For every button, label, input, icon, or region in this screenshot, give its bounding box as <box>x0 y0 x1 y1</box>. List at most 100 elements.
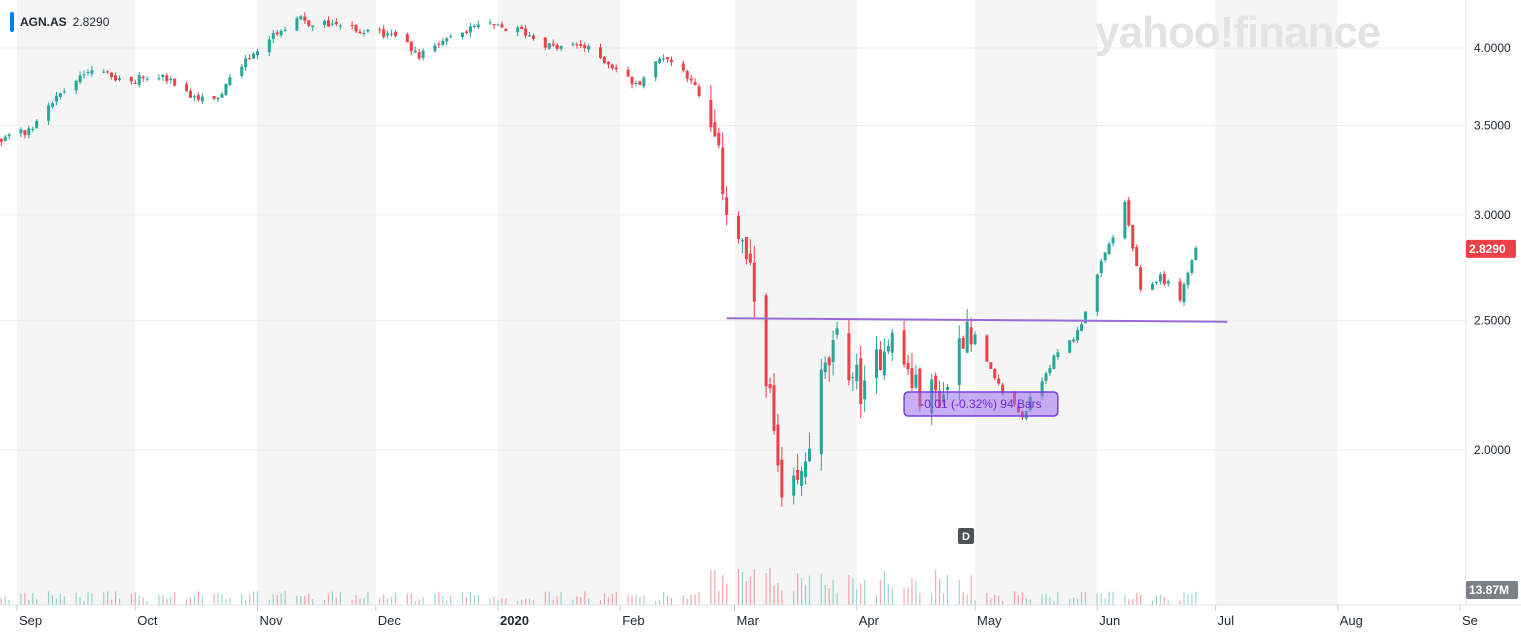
volume-bar <box>883 571 885 605</box>
volume-bar <box>51 595 54 605</box>
candle-body <box>626 69 630 77</box>
candle-body <box>1127 200 1131 226</box>
candle-body <box>157 78 161 80</box>
candle-body <box>1190 260 1194 273</box>
volume-bar <box>544 591 546 605</box>
volume-bar <box>974 600 976 605</box>
x-tick-label: Aug <box>1340 613 1363 628</box>
candle-body <box>606 61 610 65</box>
volume-bar <box>225 598 227 605</box>
d-marker-badge[interactable] <box>958 528 974 544</box>
candle-body <box>1162 273 1166 285</box>
candle-body <box>461 32 465 37</box>
x-axis: Sep Oct Nov Dec 2020 Feb Mar Apr May Jun Jul Aug Se <box>0 604 1521 628</box>
volume-bar <box>0 598 2 605</box>
volume-bar <box>793 591 795 605</box>
candle-body <box>528 35 532 37</box>
candle-body <box>31 128 35 130</box>
candle-body <box>638 81 642 86</box>
volume-bar <box>1183 592 1185 605</box>
candle-body <box>725 197 729 215</box>
volume-bar <box>185 600 188 605</box>
candle-body <box>279 30 283 36</box>
candle-body <box>3 136 7 142</box>
x-tick-label: Se <box>1462 613 1478 628</box>
volume-bar <box>860 583 862 605</box>
x-tick-label: 2020 <box>500 613 529 628</box>
candle-body <box>863 380 867 400</box>
volume-bar <box>390 596 393 605</box>
volume-bar <box>607 597 609 605</box>
candle-body <box>1001 384 1005 394</box>
volume-bar <box>1191 593 1193 605</box>
candle-body <box>1166 281 1170 284</box>
volume-bar <box>994 594 996 605</box>
price-tag-bg <box>1466 239 1516 258</box>
candle-body <box>583 44 587 49</box>
volume-bar <box>690 594 692 605</box>
trendline[interactable] <box>726 317 1228 323</box>
x-tick-label: Oct <box>137 613 158 628</box>
candle-body <box>902 330 906 365</box>
candle-body <box>161 74 165 78</box>
volume-bar <box>1163 596 1165 605</box>
candle-body <box>1083 311 1087 324</box>
volume-bar <box>946 574 949 605</box>
candle-body <box>82 74 86 76</box>
volume-bar <box>193 595 196 605</box>
volume-bar <box>572 599 574 605</box>
chart-legend[interactable]: AGN.AS 2.8290 <box>10 12 109 32</box>
volume-bar <box>682 595 684 605</box>
measure-box[interactable] <box>903 391 1059 417</box>
measure-tool[interactable]: -0.01 (-0.32%) 94 Bars <box>903 391 1059 417</box>
candle-body <box>516 27 520 33</box>
candle-body <box>421 50 425 58</box>
candle-body <box>141 76 145 79</box>
volume-bar <box>781 590 783 605</box>
volume-bar <box>339 591 341 605</box>
volume-bar <box>836 592 838 605</box>
volume-bar <box>170 597 172 605</box>
volume-bar <box>442 595 444 605</box>
volume-bar <box>848 574 850 605</box>
candle-body <box>330 23 334 25</box>
candle-body <box>196 95 200 100</box>
candle-body <box>220 93 224 98</box>
candle-body <box>531 35 535 39</box>
candle-body <box>752 262 756 302</box>
candle-body <box>555 45 559 49</box>
volume-bar <box>1017 595 1020 605</box>
candle-body <box>890 332 894 353</box>
volume-bar <box>438 591 440 605</box>
volume-bar <box>517 600 519 605</box>
volume-bar <box>24 592 26 605</box>
candle-body <box>173 78 177 86</box>
volume-bar <box>134 592 136 605</box>
candle-body <box>819 369 823 455</box>
candle-body <box>654 61 658 78</box>
candle-body <box>713 122 717 137</box>
candle-body <box>492 24 496 26</box>
volume-bar <box>875 594 878 605</box>
candle-body <box>934 375 938 391</box>
volume-bar <box>1025 597 1027 605</box>
volume-bar <box>528 598 531 605</box>
volume-bar <box>1132 598 1134 605</box>
volume-bar <box>20 593 22 605</box>
d-marker[interactable]: D <box>958 528 974 544</box>
candle-body <box>693 81 697 86</box>
volume-bar <box>55 598 58 605</box>
volume-bar <box>284 591 286 605</box>
volume-bar <box>4 596 6 605</box>
candle-body <box>1150 283 1154 290</box>
x-tick-label: Dec <box>378 613 402 628</box>
volume-bar <box>915 580 917 605</box>
candle-body <box>748 253 752 263</box>
candlestick-series[interactable] <box>0 12 1198 507</box>
candle-body <box>500 24 504 28</box>
candle-body <box>669 59 673 63</box>
candle-body <box>200 96 204 102</box>
volume-bar <box>777 583 779 605</box>
candle-body <box>110 72 114 78</box>
